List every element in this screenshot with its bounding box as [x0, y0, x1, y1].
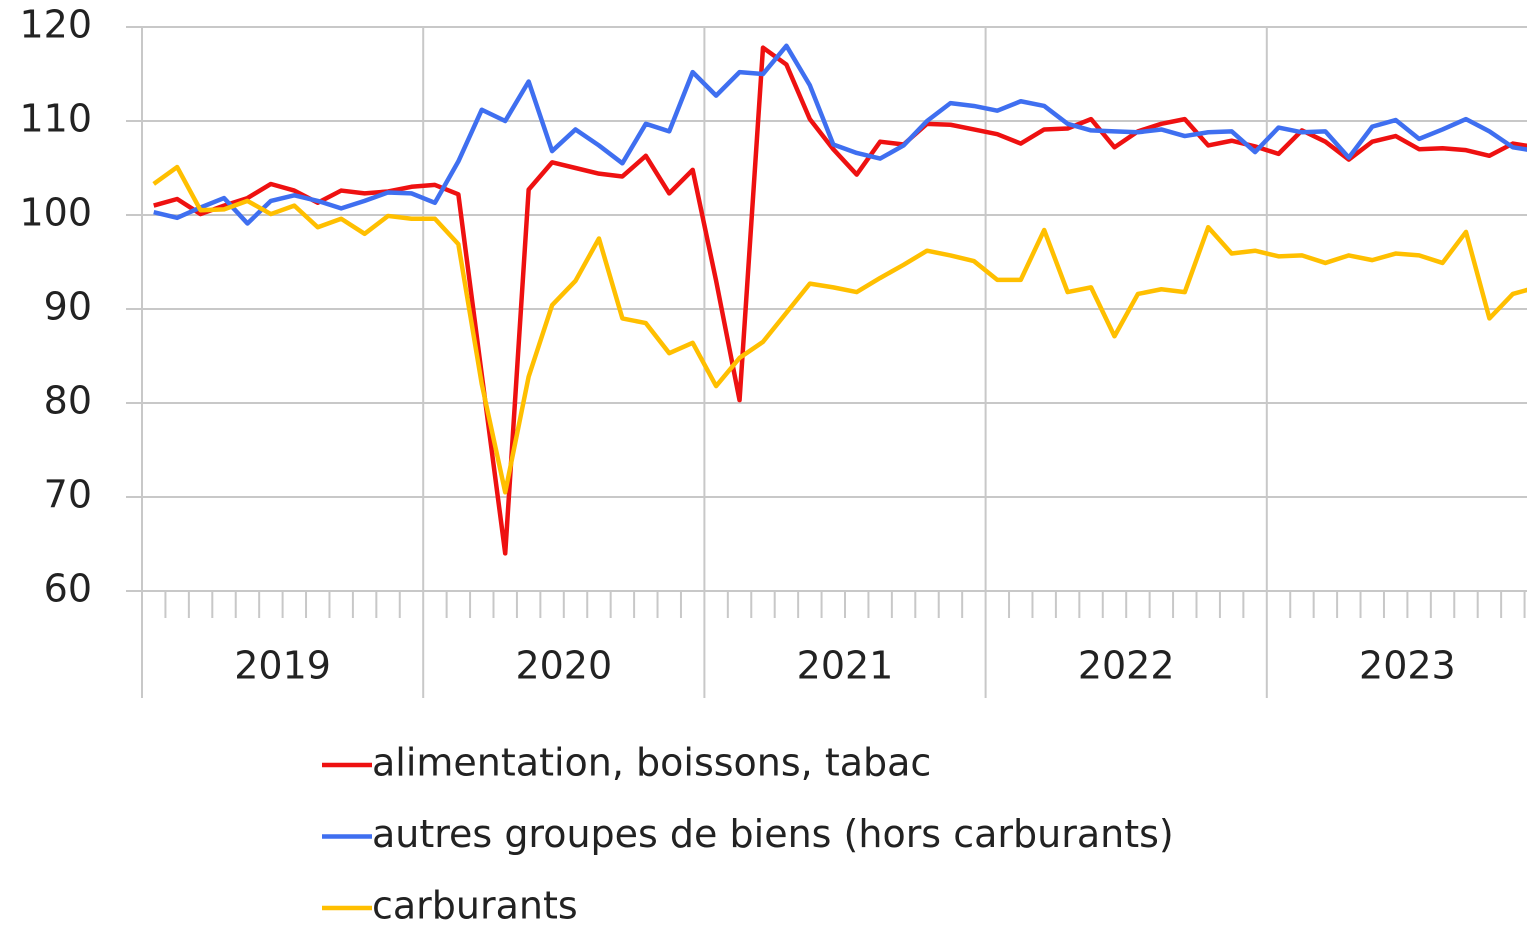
y-tick-label: 100 [19, 191, 92, 235]
y-tick-label: 90 [44, 285, 92, 329]
series-line [153, 43, 1527, 226]
x-group-label: 2019 [234, 644, 331, 688]
series-line [153, 45, 1527, 556]
y-tick-label: 110 [19, 97, 92, 141]
legend-label: carburants [372, 884, 578, 927]
x-group-label: 2020 [515, 644, 612, 688]
y-tick-label: 80 [44, 379, 92, 423]
y-tick-label: 120 [19, 3, 92, 47]
x-group-label: 2021 [797, 644, 894, 688]
y-tick-label: 60 [44, 567, 92, 611]
series-line [152, 164, 1527, 495]
x-group-label: 2023 [1359, 644, 1456, 688]
legend-label: autres groupes de biens (hors carburants… [372, 812, 1174, 856]
legend-label: alimentation, boissons, tabac [372, 741, 931, 785]
y-tick-label: 70 [44, 473, 92, 517]
x-group-label: 2022 [1078, 644, 1175, 688]
